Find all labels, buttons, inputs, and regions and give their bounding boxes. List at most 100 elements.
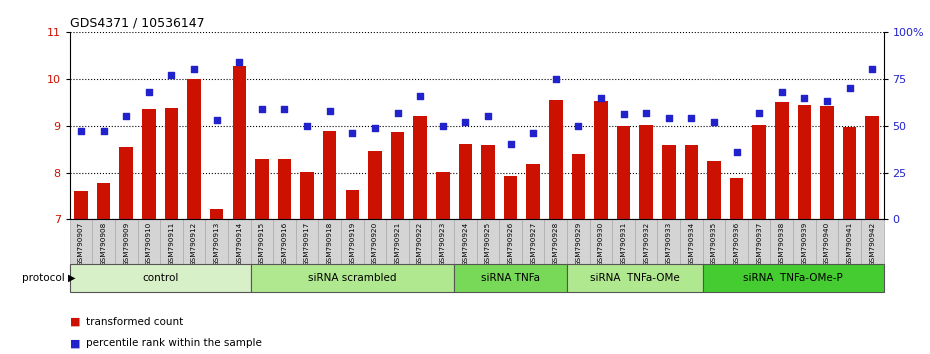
Bar (74, 191, 87, 219)
Text: GSM790922: GSM790922 (418, 221, 423, 266)
Point (549, 76, 564, 81)
Point (323, 108, 338, 114)
Bar (504, 176, 517, 219)
Text: GSM790936: GSM790936 (734, 221, 739, 266)
Text: GSM790914: GSM790914 (236, 221, 243, 266)
Bar (775, 102, 789, 219)
Bar (843, 127, 857, 219)
Bar (300, 172, 313, 219)
Bar (703, 219, 725, 264)
Text: GSM790917: GSM790917 (304, 221, 310, 266)
Text: GSM790939: GSM790939 (802, 221, 807, 266)
Point (593, 95, 608, 101)
Text: siRNA  TNFa-OMe-P: siRNA TNFa-OMe-P (743, 273, 843, 283)
Bar (368, 152, 381, 219)
Text: GSM790927: GSM790927 (530, 221, 536, 266)
Bar (730, 178, 743, 219)
Point (458, 119, 472, 125)
Bar (138, 219, 160, 264)
Point (187, 67, 202, 72)
Bar (454, 219, 476, 264)
Bar (346, 190, 359, 219)
Point (119, 113, 134, 119)
Text: GSM790935: GSM790935 (711, 221, 717, 266)
Bar (278, 159, 291, 219)
Bar (707, 161, 721, 219)
Text: GSM790913: GSM790913 (214, 221, 219, 266)
Bar (567, 264, 703, 292)
Bar (165, 108, 179, 219)
Text: GSM790930: GSM790930 (598, 221, 604, 266)
Point (797, 95, 812, 101)
Point (481, 113, 496, 119)
Point (684, 115, 698, 121)
Bar (703, 264, 884, 292)
Point (707, 119, 722, 125)
Point (616, 112, 631, 117)
Bar (92, 219, 115, 264)
Bar (526, 164, 540, 219)
Text: GSM790934: GSM790934 (688, 221, 695, 266)
Bar (119, 147, 133, 219)
Bar (210, 209, 223, 219)
Text: GSM790928: GSM790928 (552, 221, 559, 266)
Bar (273, 219, 296, 264)
Bar (793, 219, 816, 264)
Bar (255, 159, 269, 219)
Point (819, 98, 834, 104)
Text: GSM790929: GSM790929 (576, 221, 581, 266)
Bar (544, 219, 567, 264)
Text: GSM790924: GSM790924 (462, 221, 469, 266)
Point (503, 142, 518, 147)
Bar (838, 219, 861, 264)
Bar (160, 219, 183, 264)
Bar (567, 219, 590, 264)
Text: ■: ■ (70, 317, 80, 327)
Point (390, 110, 405, 115)
Text: GSM790920: GSM790920 (372, 221, 378, 266)
Bar (454, 264, 567, 292)
Bar (250, 219, 273, 264)
Text: GSM790921: GSM790921 (394, 221, 401, 266)
Bar (206, 219, 228, 264)
Bar (97, 183, 111, 219)
Point (729, 149, 744, 155)
Bar (866, 116, 879, 219)
Text: GSM790931: GSM790931 (620, 221, 627, 266)
Bar (187, 79, 201, 219)
Bar (522, 219, 544, 264)
Text: percentile rank within the sample: percentile rank within the sample (86, 338, 262, 348)
Text: GSM790933: GSM790933 (666, 221, 671, 266)
Bar (617, 126, 631, 219)
Point (865, 67, 880, 72)
Text: siRNA  TNFa-OMe: siRNA TNFa-OMe (590, 273, 680, 283)
Text: GSM790910: GSM790910 (146, 221, 152, 266)
Point (775, 89, 790, 95)
Point (255, 106, 270, 112)
Bar (662, 145, 675, 219)
Bar (436, 172, 449, 219)
Bar (612, 219, 635, 264)
Text: GSM790932: GSM790932 (644, 221, 649, 266)
Point (209, 117, 224, 123)
Point (232, 59, 246, 65)
Text: siRNA TNFa: siRNA TNFa (481, 273, 540, 283)
Text: GSM790908: GSM790908 (100, 221, 107, 266)
Bar (458, 144, 472, 219)
Bar (635, 219, 658, 264)
Bar (364, 219, 386, 264)
Text: siRNA scrambled: siRNA scrambled (308, 273, 396, 283)
Text: GSM790907: GSM790907 (78, 221, 84, 266)
Bar (725, 219, 748, 264)
Bar (816, 219, 838, 264)
Text: GSM790941: GSM790941 (846, 221, 853, 266)
Text: ■: ■ (70, 338, 80, 348)
Text: GSM790915: GSM790915 (259, 221, 265, 266)
Bar (228, 219, 250, 264)
Bar (386, 219, 409, 264)
Bar (183, 219, 206, 264)
Bar (752, 125, 766, 219)
Text: GSM790923: GSM790923 (440, 221, 445, 266)
Text: ▶: ▶ (68, 273, 75, 283)
Bar (861, 219, 884, 264)
